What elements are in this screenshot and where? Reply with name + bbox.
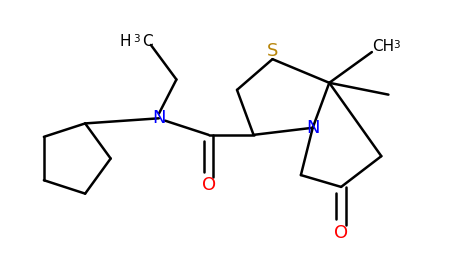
Text: 3: 3 — [133, 34, 140, 44]
Text: H: H — [119, 34, 131, 49]
Text: 3: 3 — [393, 40, 400, 50]
Text: N: N — [152, 109, 166, 127]
Text: CH: CH — [372, 39, 394, 54]
Text: O: O — [201, 176, 216, 194]
Text: N: N — [306, 119, 319, 137]
Text: C: C — [142, 34, 153, 49]
Text: O: O — [334, 224, 348, 242]
Text: S: S — [267, 42, 278, 60]
